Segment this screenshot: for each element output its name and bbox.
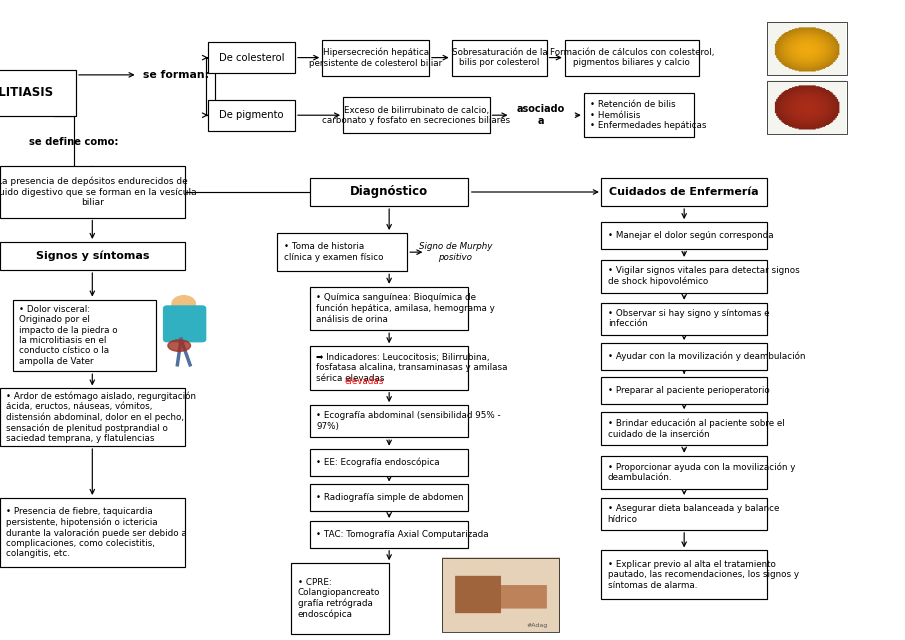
FancyBboxPatch shape	[310, 177, 469, 206]
Text: se define como:: se define como:	[30, 137, 119, 147]
Text: • Proporcionar ayuda con la movilización y
deambulación.: • Proporcionar ayuda con la movilización…	[608, 462, 795, 483]
FancyBboxPatch shape	[310, 484, 469, 511]
Text: • Presencia de fiebre, taquicardia
persistente, hipotensión o ictericia
durante : • Presencia de fiebre, taquicardia persi…	[5, 507, 186, 558]
Text: • Ardor de estómago aislado, regurgitación
ácida, eructos, náuseas, vómitos,
dis: • Ardor de estómago aislado, regurgitaci…	[5, 391, 195, 444]
FancyBboxPatch shape	[291, 563, 389, 634]
FancyBboxPatch shape	[0, 166, 185, 218]
Text: • Manejar el dolor según corresponda: • Manejar el dolor según corresponda	[608, 231, 774, 240]
FancyBboxPatch shape	[277, 233, 407, 271]
Text: La presencia de depósitos endurecidos de
líquido digestivo que se forman en la v: La presencia de depósitos endurecidos de…	[0, 177, 196, 207]
FancyBboxPatch shape	[601, 412, 767, 445]
FancyBboxPatch shape	[601, 303, 767, 335]
FancyBboxPatch shape	[310, 521, 469, 548]
FancyBboxPatch shape	[310, 405, 469, 437]
Text: • Ecografía abdominal (sensibilidad 95% -
97%): • Ecografía abdominal (sensibilidad 95% …	[317, 412, 501, 431]
Text: • Preparar al paciente perioperatorio: • Preparar al paciente perioperatorio	[608, 386, 769, 395]
Text: • EE: Ecografía endoscópica: • EE: Ecografía endoscópica	[317, 458, 440, 467]
FancyBboxPatch shape	[0, 70, 76, 116]
FancyBboxPatch shape	[601, 260, 767, 293]
FancyBboxPatch shape	[310, 287, 469, 330]
Text: Diagnóstico: Diagnóstico	[350, 186, 428, 198]
FancyBboxPatch shape	[208, 42, 295, 73]
Text: ➡ Indicadores: Leucocitosis; Bilirrubina,
fosfatasa alcalina, transaminasas y am: ➡ Indicadores: Leucocitosis; Bilirrubina…	[317, 353, 508, 383]
Text: elevadas: elevadas	[345, 377, 384, 386]
Text: Signos y síntomas: Signos y síntomas	[35, 251, 149, 261]
FancyBboxPatch shape	[0, 241, 185, 270]
Circle shape	[172, 296, 195, 312]
FancyBboxPatch shape	[601, 498, 767, 530]
FancyBboxPatch shape	[343, 97, 490, 133]
Text: Formación de cálculos con colesterol,
pigmentos biliares y calcio: Formación de cálculos con colesterol, pi…	[549, 48, 714, 67]
FancyBboxPatch shape	[452, 40, 547, 76]
Text: Exceso de bilirrubinato de calcio,
carbonato y fosfato en secreciones biliares: Exceso de bilirrubinato de calcio, carbo…	[322, 106, 510, 125]
FancyBboxPatch shape	[0, 498, 185, 567]
Text: • Explicar previo al alta el tratamiento
pautado, las recomendaciones, los signo: • Explicar previo al alta el tratamiento…	[608, 560, 799, 589]
FancyBboxPatch shape	[565, 40, 699, 76]
FancyBboxPatch shape	[601, 177, 767, 206]
Text: Signo de Murphy
positivo: Signo de Murphy positivo	[418, 243, 492, 262]
Text: • Ayudar con la movilización y deambulación: • Ayudar con la movilización y deambulac…	[608, 352, 805, 361]
FancyBboxPatch shape	[601, 550, 767, 599]
Text: • Química sanguínea: Bioquímica de
función hepática, amilasa, hemograma y
anális: • Química sanguínea: Bioquímica de funci…	[317, 293, 495, 324]
Text: • Observar si hay signo y síntomas e
infección: • Observar si hay signo y síntomas e inf…	[608, 309, 769, 328]
FancyBboxPatch shape	[163, 305, 206, 342]
Text: • Asegurar dieta balanceada y balance
hídrico: • Asegurar dieta balanceada y balance hí…	[608, 504, 779, 524]
Text: • TAC: Tomografía Axial Computarizada: • TAC: Tomografía Axial Computarizada	[317, 530, 489, 539]
FancyBboxPatch shape	[601, 377, 767, 404]
Text: Hipersecreción hepática
persistente de colesterol biliar: Hipersecreción hepática persistente de c…	[309, 47, 443, 68]
FancyBboxPatch shape	[13, 300, 156, 371]
FancyBboxPatch shape	[322, 40, 429, 76]
FancyBboxPatch shape	[208, 100, 295, 131]
Text: • Brindar educación al paciente sobre el
cuidado de la inserción: • Brindar educación al paciente sobre el…	[608, 419, 785, 439]
Text: • Dolor visceral:
Originado por el
impacto de la piedra o
la microlitiasis en el: • Dolor visceral: Originado por el impac…	[19, 305, 118, 366]
Text: • CPRE:
Colangiopancreato
grafía retrógrada
endoscópica: • CPRE: Colangiopancreato grafía retrógr…	[298, 578, 380, 619]
FancyBboxPatch shape	[584, 93, 694, 137]
Text: Sobresaturación de la
bilis por colesterol: Sobresaturación de la bilis por colester…	[452, 48, 548, 67]
FancyBboxPatch shape	[0, 388, 185, 446]
Ellipse shape	[168, 340, 190, 351]
FancyBboxPatch shape	[601, 222, 767, 249]
Text: #Adag: #Adag	[527, 623, 548, 628]
Text: Cuidados de Enfermería: Cuidados de Enfermería	[609, 187, 759, 197]
FancyBboxPatch shape	[310, 449, 469, 476]
Text: • Vigilar signos vitales para detectar signos
de shock hipovolémico: • Vigilar signos vitales para detectar s…	[608, 266, 799, 287]
Text: se forman:: se forman:	[142, 70, 209, 80]
Text: asociado
a: asociado a	[517, 104, 566, 126]
FancyBboxPatch shape	[601, 456, 767, 489]
Text: De pigmento: De pigmento	[219, 110, 284, 120]
Text: • Retención de bilis
• Hemólisis
• Enfermedades hepáticas: • Retención de bilis • Hemólisis • Enfer…	[590, 100, 707, 130]
FancyBboxPatch shape	[601, 343, 767, 370]
Text: • Radiografía simple de abdomen: • Radiografía simple de abdomen	[317, 493, 463, 502]
FancyBboxPatch shape	[310, 346, 469, 390]
Text: COLELITIASIS: COLELITIASIS	[0, 86, 53, 99]
Text: • Toma de historia
clínica y examen físico: • Toma de historia clínica y examen físi…	[284, 243, 383, 262]
Text: De colesterol: De colesterol	[219, 52, 284, 63]
